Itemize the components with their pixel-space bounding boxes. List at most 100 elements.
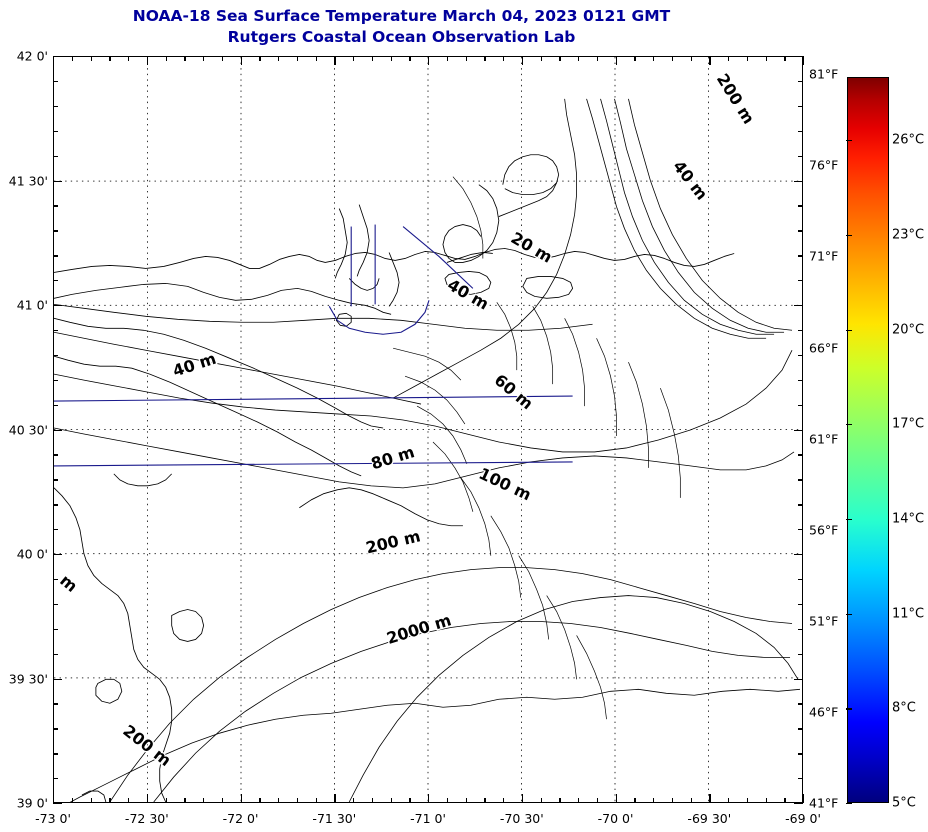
x-tick-top bbox=[221, 56, 224, 61]
fahrenheit-axis-label: 41°F bbox=[809, 795, 839, 811]
x-axis-label: -70 30' bbox=[499, 811, 544, 826]
swath-lines bbox=[54, 224, 573, 467]
x-tick-top bbox=[746, 56, 749, 61]
colorbar-label: 20°C bbox=[892, 322, 925, 337]
x-tick-top bbox=[296, 56, 299, 61]
x-tick-bottom bbox=[671, 798, 674, 803]
x-tick-bottom bbox=[784, 798, 786, 803]
y-tick-left bbox=[53, 180, 62, 182]
x-tick-bottom bbox=[203, 798, 205, 803]
fahrenheit-axis-label: 61°F bbox=[809, 431, 839, 447]
x-tick-bottom bbox=[653, 798, 655, 803]
colorbar-tick bbox=[846, 613, 852, 615]
y-axis-label: 39 0' bbox=[16, 795, 48, 811]
chart-title: NOAA-18 Sea Surface Temperature March 04… bbox=[0, 6, 803, 48]
y-axis-label: 39 30' bbox=[8, 671, 48, 686]
y-axis-label: 40 30' bbox=[8, 422, 48, 437]
x-tick-bottom bbox=[690, 798, 692, 803]
y-tick-left bbox=[53, 554, 62, 556]
colorbar-tick bbox=[846, 234, 852, 237]
x-tick-bottom bbox=[503, 798, 505, 803]
x-tick-top bbox=[90, 56, 92, 61]
y-tick-right bbox=[794, 803, 803, 805]
x-axis-label: -72 0' bbox=[222, 811, 259, 826]
x-tick-top bbox=[728, 56, 730, 61]
contour-label: 40 m bbox=[669, 157, 711, 204]
y-tick-left bbox=[53, 230, 58, 232]
colorbar-label: 17°C bbox=[892, 416, 925, 432]
graticule-grid bbox=[54, 57, 802, 802]
y-tick-right bbox=[794, 554, 803, 556]
x-tick-top bbox=[315, 56, 317, 61]
bathymetry-contours bbox=[54, 98, 801, 802]
x-axis-label: -69 30' bbox=[687, 811, 732, 826]
y-tick-right bbox=[798, 479, 803, 481]
x-tick-bottom bbox=[165, 798, 167, 803]
x-tick-top bbox=[53, 56, 55, 65]
x-tick-top bbox=[184, 56, 186, 61]
x-tick-bottom bbox=[521, 794, 524, 803]
y-axis-label: 42 0' bbox=[16, 48, 48, 64]
colorbar-label: 11°C bbox=[892, 606, 925, 622]
fahrenheit-axis-label: 46°F bbox=[809, 704, 839, 720]
contour-label: 200 m bbox=[364, 526, 422, 557]
y-tick-right bbox=[798, 130, 803, 133]
x-tick-top bbox=[634, 56, 636, 61]
x-tick-top bbox=[540, 56, 542, 61]
y-tick-right bbox=[798, 628, 803, 631]
y-tick-right bbox=[798, 80, 803, 83]
y-tick-right bbox=[798, 703, 803, 705]
fahrenheit-axis-label: 51°F bbox=[809, 613, 839, 629]
x-tick-top bbox=[446, 56, 449, 61]
x-tick-top bbox=[803, 56, 805, 65]
x-tick-bottom bbox=[240, 794, 242, 803]
y-tick-right bbox=[794, 678, 803, 680]
x-tick-top bbox=[109, 56, 111, 61]
x-axis-label: -71 0' bbox=[410, 811, 446, 826]
y-axis-label: 41 30' bbox=[8, 173, 48, 188]
contour-label: 40 m bbox=[444, 275, 492, 314]
y-tick-left bbox=[53, 678, 62, 680]
y-tick-left bbox=[53, 504, 58, 506]
x-tick-bottom bbox=[615, 794, 617, 803]
coastline-layer bbox=[54, 154, 735, 802]
x-tick-top bbox=[596, 56, 599, 61]
x-tick-bottom bbox=[259, 798, 261, 803]
y-tick-right bbox=[794, 180, 803, 182]
y-tick-right bbox=[798, 504, 803, 506]
x-axis-label: -73 0' bbox=[35, 811, 71, 826]
x-tick-bottom bbox=[634, 798, 636, 803]
x-tick-bottom bbox=[90, 798, 92, 803]
x-tick-bottom bbox=[109, 798, 111, 803]
x-tick-top bbox=[465, 56, 467, 61]
x-tick-top bbox=[484, 56, 486, 61]
x-tick-bottom bbox=[184, 798, 186, 803]
x-tick-bottom bbox=[53, 794, 55, 803]
colorbar[interactable]: 26°C 23°C 20°C 17°C 14°C 11°C 8°C 5°C bbox=[846, 77, 924, 811]
x-tick-bottom bbox=[709, 794, 711, 803]
x-tick-bottom bbox=[221, 798, 224, 803]
fahrenheit-axis-label: 81°F bbox=[809, 66, 839, 82]
y-tick-right bbox=[798, 578, 803, 581]
fahrenheit-axis-label: 71°F bbox=[809, 248, 839, 264]
y-tick-left bbox=[53, 753, 58, 755]
y-tick-right bbox=[798, 354, 803, 357]
y-tick-right bbox=[798, 603, 803, 606]
contour-label: 200 m bbox=[713, 70, 758, 127]
x-tick-bottom bbox=[540, 798, 542, 803]
y-tick-left bbox=[53, 305, 62, 307]
x-tick-bottom bbox=[371, 798, 374, 803]
x-tick-bottom bbox=[465, 798, 467, 803]
x-tick-top bbox=[653, 56, 655, 61]
x-tick-bottom bbox=[353, 798, 355, 803]
colorbar-tick bbox=[846, 803, 852, 805]
x-tick-bottom bbox=[578, 798, 580, 803]
y-tick-right bbox=[794, 56, 803, 58]
y-tick-right bbox=[798, 105, 803, 108]
y-tick-right bbox=[798, 280, 803, 282]
y-tick-left bbox=[53, 155, 58, 157]
y-axis-label: 40 0' bbox=[16, 546, 48, 562]
x-tick-top bbox=[71, 56, 74, 61]
